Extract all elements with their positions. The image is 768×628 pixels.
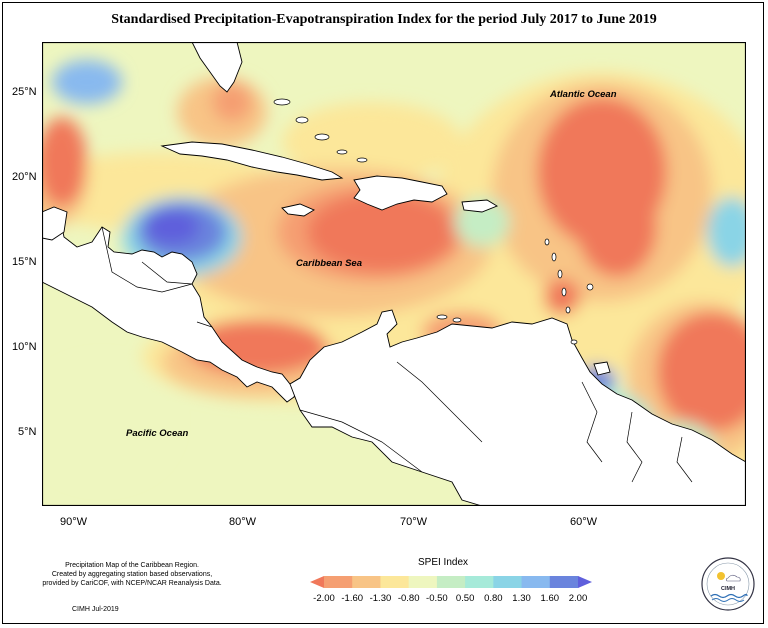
island-grenada [570,339,578,345]
field-dry-florida [212,82,252,122]
field-wet-gulf [52,60,122,104]
island-antilles-3 [557,269,563,279]
country-borders [101,226,693,483]
land-jamaica [281,203,315,217]
field-dry-atlantic-lobe [577,177,657,277]
footnote-line-1: Precipitation Map of the Caribbean Regio… [65,562,199,569]
land-hispaniola [353,175,448,211]
legend-tick-label: 0.50 [455,593,475,604]
field-pacific [42,362,172,482]
ocean-label-caribbean: Caribbean Sea [296,258,362,269]
lat-label-25: 25°N [12,86,37,98]
map-canvas [42,42,746,506]
legend-swatch [549,576,579,588]
border-nicaragua [196,321,213,328]
land-cuba [160,141,344,181]
field-wet-atlantic-east [707,197,746,267]
logo-cloud-icon [725,574,741,582]
map-footnote: Precipitation Map of the Caribbean Regio… [22,561,242,588]
land-central-america [42,213,301,403]
legend-tick-label: 1.60 [540,593,560,604]
lat-label-10: 10°N [12,341,37,353]
island-antilles-4 [561,287,567,297]
legend-tick-label: -0.80 [397,593,420,604]
legend-arrow-high [578,576,592,588]
border-honduras [141,261,193,285]
land-florida [191,42,243,93]
island-antilles-5 [565,306,571,314]
legend-swatch [324,576,353,588]
border-venezuela [396,361,483,443]
legend-tick-label: 0.80 [484,593,503,604]
field-dry-lesser-antilles [544,279,580,315]
border-suriname [626,411,643,483]
legend-tick-label: -2.00 [313,593,335,604]
island-bahamas-4 [336,149,348,155]
border-colombia [299,409,423,473]
border-fr-guiana [676,436,693,483]
border-guatemala [101,226,193,293]
land-south-america [289,309,746,506]
lat-label-5: 5°N [18,426,37,438]
footnote-line-3: provided by CariCOF, with NCEP/NCAR Rean… [42,580,222,587]
lon-label-60: 60°W [570,516,598,528]
ocean-label-atlantic: Atlantic Ocean [550,89,617,100]
legend-arrow-low [310,576,324,588]
legend-tick-label: 2.00 [568,593,588,604]
map-border [42,42,746,506]
lat-label-15: 15°N [12,256,37,268]
lon-label-70: 70°W [400,516,428,528]
islands [273,98,594,345]
credit-text: CIMH Jul-2019 [72,606,119,613]
legend-swatch [493,576,523,588]
legend-swatch [521,576,551,588]
landmasses [42,42,746,506]
island-bahamas-2 [295,116,309,124]
field-wet-honduras-core [144,209,200,245]
cimh-logo: CIMH [701,557,755,611]
field-dry-east [657,312,746,432]
legend-swatch [352,576,381,588]
lon-label-90: 90°W [60,516,88,528]
field-dry-mexico [42,117,87,207]
legend-title: SPEI Index [417,557,469,568]
island-bahamas-3 [314,133,330,141]
spei-map [42,42,746,506]
logo-wave-icon [710,593,748,599]
logo-text: CIMH [721,586,735,592]
island-barbados [586,283,594,291]
island-abc-2 [452,317,462,323]
legend-tick-label: -0.50 [426,593,448,604]
legend-swatches [310,576,592,588]
field-dry-hispaniola [307,192,457,272]
island-bahamas-1 [273,98,291,106]
legend-swatch [465,576,494,588]
lon-label-80: 80°W [229,516,257,528]
border-guyana [581,381,603,463]
island-antilles-1 [544,238,550,246]
footnote-line-2: Created by aggregating station based obs… [51,571,213,578]
land-puerto-rico [461,199,499,213]
legend-swatch [380,576,410,588]
land-trinidad [593,361,611,376]
island-abc-1 [436,314,448,320]
logo-sun-icon [717,572,725,580]
legend-tick-label: 1.30 [512,593,531,604]
legend-tick-label: -1.30 [369,593,392,604]
field-yellow-bahamas [282,102,462,182]
ocean-label-pacific: Pacific Ocean [126,428,189,439]
legend-tick-label: -1.60 [341,593,364,604]
land-yucatan [42,206,68,241]
island-antilles-2 [551,252,557,262]
legend-colorbar [310,576,592,588]
map-title: Standardised Precipitation-Evapotranspir… [111,12,657,27]
legend-swatch [436,576,466,588]
logo-wave-icon-2 [711,598,745,602]
legend-swatch [408,576,438,588]
island-turks [356,157,368,163]
lat-label-20: 20°N [12,171,37,183]
